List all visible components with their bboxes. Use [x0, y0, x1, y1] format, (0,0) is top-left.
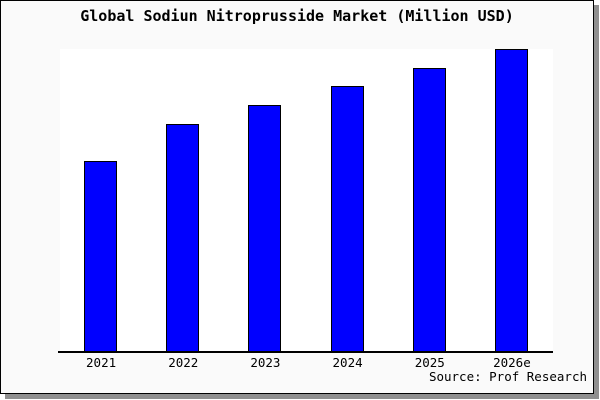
x-tick-label-2021: 2021 [86, 355, 117, 370]
plot-area [60, 49, 553, 352]
bar-2026e [494, 49, 528, 352]
x-axis-line [58, 351, 553, 353]
source-credit: Source: Prof Research [428, 369, 587, 384]
bar-2022 [166, 124, 200, 352]
bar-2024 [330, 86, 364, 352]
x-tick-label-2025: 2025 [414, 355, 445, 370]
bar-2021 [84, 161, 118, 352]
bar-2023 [248, 105, 282, 352]
bar-2025 [412, 68, 446, 352]
chart-title: Global Sodiun Nitroprusside Market (Mill… [80, 7, 514, 25]
x-tick-label-2026e: 2026e [493, 355, 531, 370]
x-tick-label-2024: 2024 [332, 355, 363, 370]
x-tick-label-2022: 2022 [168, 355, 199, 370]
x-tick-label-2023: 2023 [250, 355, 281, 370]
